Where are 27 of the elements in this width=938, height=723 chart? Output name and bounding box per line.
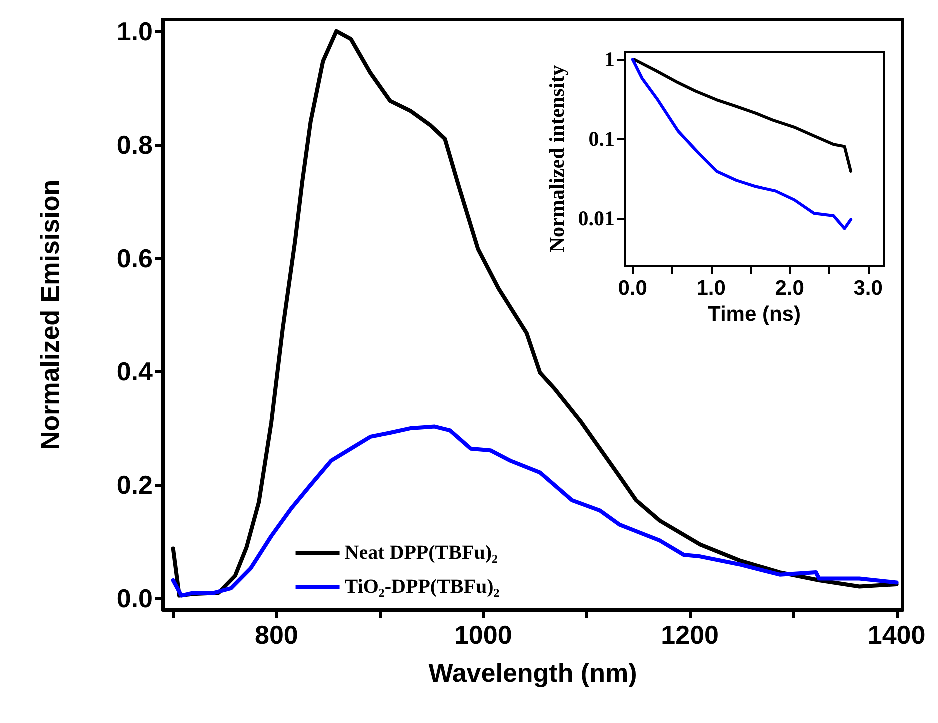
y-tick-label: 0.6	[116, 243, 153, 274]
x-tick-label: 1.0	[696, 277, 726, 300]
x-tick-label: 1000	[454, 620, 512, 650]
legend-label: Neat DPP(TBFu)₂	[344, 542, 498, 564]
x-tick-label: 3.0	[854, 277, 883, 300]
y-tick-label: 0.01	[578, 206, 615, 230]
y-tick-label: 0.0	[116, 584, 153, 614]
y-axis-title: Normalized intensity	[544, 64, 569, 253]
line-series	[171, 424, 899, 598]
y-tick-label: 0.1	[588, 127, 615, 152]
y-axis-title: Normalized Emisision	[35, 180, 65, 450]
line-series	[171, 29, 899, 598]
y-tick-label: 1.0	[116, 16, 153, 46]
x-tick-label: 800	[254, 620, 298, 650]
y-tick-label: 0.8	[116, 130, 153, 160]
y-tick-label: 0.4	[116, 356, 154, 387]
y-tick-label: 1	[604, 48, 615, 72]
line-series	[631, 58, 853, 230]
x-tick-label: 1200	[661, 620, 720, 650]
x-axis-title: Wavelength (nm)	[428, 658, 638, 688]
line-series	[632, 58, 853, 173]
x-tick-label: 0.0	[618, 277, 648, 300]
legend-label: TiO₂-DPP(TBFu)₂	[344, 576, 500, 598]
y-tick-label: 0.2	[116, 470, 153, 500]
x-tick-label: 1400	[868, 620, 926, 650]
x-tick-label: 2.0	[775, 277, 804, 300]
x-axis-title: Time (ns)	[708, 303, 801, 326]
